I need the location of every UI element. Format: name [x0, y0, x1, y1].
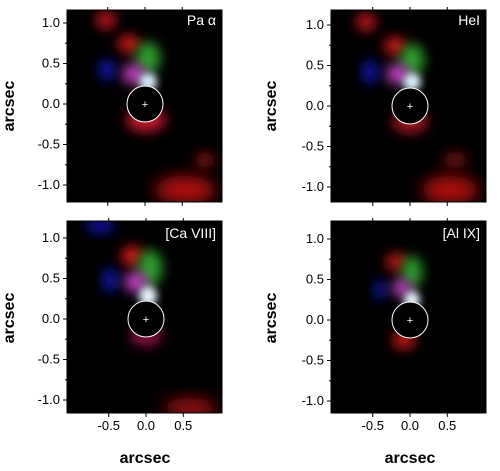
tick-label: -0.5 [38, 352, 60, 367]
y-axis-label: arcsec [263, 293, 280, 344]
tick-label: -0.5 [98, 418, 120, 433]
tick-label: 0.0 [401, 418, 419, 433]
tick-label: 0.0 [42, 311, 60, 326]
tick-label: -0.5 [302, 353, 324, 368]
panel-pa-alpha: + Pa α [66, 9, 223, 203]
tick-label: 0.0 [137, 418, 155, 433]
panel-label: Pa α [187, 12, 216, 28]
y-axis-label: arcsec [1, 81, 18, 132]
tick-label: 0.0 [306, 98, 324, 113]
tick-label: 0.0 [306, 312, 324, 327]
panel-label: HeI [458, 12, 480, 28]
tick-label: 1.0 [42, 230, 60, 245]
y-axis-label: arcsec [1, 293, 18, 344]
tick-label: -0.5 [302, 139, 324, 154]
tick-label: 1.0 [306, 17, 324, 32]
svg-text:+: + [407, 315, 413, 327]
x-axis-label: arcsec [120, 450, 171, 467]
panel-caviii: + [Ca VIII] [66, 220, 223, 414]
tick-label: 0.5 [306, 58, 324, 73]
tick-label: 0.5 [306, 272, 324, 287]
svg-text:+: + [142, 99, 148, 111]
y-axis-label: arcsec [263, 81, 280, 132]
tick-label: 0.5 [174, 418, 192, 433]
tick-label: -1.0 [302, 393, 324, 408]
panel-label: [Ca VIII] [165, 225, 216, 241]
svg-text:+: + [407, 101, 413, 113]
panel-alix: + [Al IX] [330, 220, 487, 414]
tick-label: 0.5 [42, 56, 60, 71]
tick-label: 0.5 [42, 271, 60, 286]
panel-label: [Al IX] [443, 225, 480, 241]
tick-label: -0.5 [362, 418, 384, 433]
svg-text:+: + [143, 314, 149, 326]
tick-label: -1.0 [302, 179, 324, 194]
tick-label: -1.0 [38, 177, 60, 192]
tick-label: 0.5 [438, 418, 456, 433]
emission-map [356, 13, 478, 202]
panel-hei: + HeI [330, 9, 487, 203]
x-axis-label: arcsec [385, 450, 436, 467]
tick-label: -1.0 [38, 392, 60, 407]
tick-label: 1.0 [306, 231, 324, 246]
tick-label: -0.5 [38, 137, 60, 152]
emission-map [374, 253, 422, 349]
tick-label: 0.0 [42, 96, 60, 111]
axis-ticks: 1.0 0.5 0.0 -0.5 -1.0 1.0 0.5 0.0 -0.5 -1.0 1.0 0.5… [38, 7, 456, 433]
tick-label: 1.0 [42, 15, 60, 30]
